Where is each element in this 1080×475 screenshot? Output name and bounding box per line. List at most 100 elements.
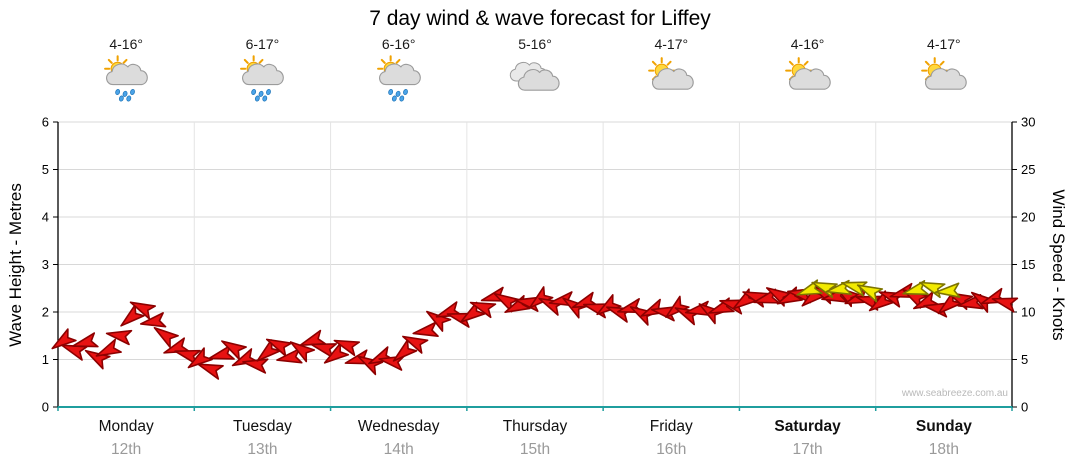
chart-title: 7 day wind & wave forecast for Liffey — [369, 7, 711, 30]
sun-cloud-rain-icon — [240, 55, 285, 102]
wind-arrow — [289, 341, 316, 363]
wind-arrow — [402, 335, 429, 354]
wind-arrow — [493, 292, 520, 313]
sun-cloud-icon — [784, 57, 831, 90]
wind-arrow — [323, 342, 350, 364]
wind-arrow — [868, 290, 895, 312]
temp-range: 4-17° — [654, 36, 689, 52]
sun-cloud-rain-icon — [104, 55, 148, 102]
wind-arrow — [197, 363, 224, 380]
y-tick-label-right: 20 — [1021, 210, 1035, 225]
gust-arrow — [856, 284, 884, 303]
temp-range: 4-17° — [927, 36, 961, 52]
y-tick-label-right: 5 — [1021, 352, 1028, 367]
forecast-day-thursday: 5-16° — [470, 36, 600, 105]
temp-range: 4-16° — [790, 36, 825, 52]
day-label: Sunday — [916, 418, 972, 435]
date-label: 14th — [384, 441, 414, 458]
date-label: 12th — [111, 441, 141, 458]
wind-arrow — [991, 297, 1019, 313]
watermark: www.seabreeze.com.au — [901, 388, 1008, 399]
date-label: 15th — [520, 441, 550, 458]
forecast-day-friday: 4-17° — [606, 36, 736, 105]
forecast-day-saturday: 4-16° — [743, 36, 873, 105]
wind-arrow — [187, 347, 213, 369]
y-tick-label-left: 6 — [42, 115, 49, 130]
wind-arrow — [95, 338, 122, 357]
wind-arrow — [937, 291, 963, 315]
day-label: Tuesday — [233, 418, 292, 435]
wind-arrow — [265, 338, 293, 357]
y-tick-label-right: 30 — [1021, 115, 1035, 130]
forecast-day-tuesday: 6-17° — [197, 36, 327, 105]
cloud-icon — [652, 68, 695, 90]
date-label: 17th — [792, 441, 822, 458]
day-label: Saturday — [774, 418, 841, 435]
day-label: Thursday — [503, 418, 568, 435]
day-label: Friday — [650, 418, 693, 435]
temp-range: 4-16° — [109, 36, 143, 52]
day-label: Wednesday — [358, 418, 440, 435]
temp-range: 5-16° — [518, 36, 552, 52]
y-tick-label-right: 0 — [1021, 400, 1028, 415]
y-tick-label-left: 0 — [42, 400, 49, 415]
wind-arrow — [72, 332, 99, 348]
weather-icon-wrap — [470, 53, 600, 105]
gust-arrow — [934, 282, 961, 299]
temp-range: 6-17° — [245, 36, 280, 52]
wind-arrow — [208, 344, 235, 360]
forecast-day-wednesday: 6-16° — [334, 36, 464, 105]
cloud-icon — [788, 68, 831, 90]
weather-icon-wrap — [197, 53, 327, 105]
wind-arrow — [469, 301, 497, 319]
wind-arrow — [947, 291, 974, 311]
wind-arrow — [310, 343, 338, 359]
right-axis-label: Wind Speed - Knots — [1049, 189, 1068, 341]
cloud-icon — [517, 69, 560, 91]
y-tick-label-right: 25 — [1021, 162, 1035, 177]
wind-arrow — [51, 328, 77, 350]
wind-arrow — [221, 340, 247, 360]
y-tick-label-left: 5 — [42, 162, 49, 177]
forecast-day-sunday: 4-17° — [879, 36, 1009, 105]
forecast-day-monday: 4-16° — [61, 36, 191, 105]
wind-arrow — [153, 326, 179, 349]
wind-arrow — [139, 312, 167, 328]
rain-drops-icon — [115, 88, 136, 102]
cloud-icon — [378, 63, 421, 86]
gust-arrow — [811, 281, 838, 299]
rain-drops-icon — [387, 88, 408, 102]
y-tick-label-left: 4 — [42, 210, 49, 225]
sun-cloud-rain-icon — [376, 55, 421, 102]
weather-icon-wrap — [606, 53, 736, 105]
wind-arrow — [120, 304, 145, 327]
rain-drops-icon — [251, 88, 272, 102]
wind-arrow — [765, 287, 792, 307]
wind-arrow — [105, 329, 133, 346]
cloud-icon — [924, 68, 967, 90]
weather-icon-wrap — [879, 53, 1009, 105]
sun-cloud-icon — [648, 57, 695, 90]
left-axis-label: Wave Height - Metres — [6, 183, 25, 347]
wind-arrow — [732, 288, 758, 310]
y-tick-label-right: 10 — [1021, 305, 1035, 320]
wind-arrow — [392, 339, 418, 362]
temp-range: 6-16° — [381, 36, 416, 52]
y-tick-label-left: 2 — [42, 305, 49, 320]
weather-icon-wrap — [334, 53, 464, 105]
date-label: 18th — [929, 441, 959, 458]
wind-arrow — [333, 339, 361, 357]
date-label: 13th — [247, 441, 277, 458]
weather-icon-wrap — [61, 53, 191, 105]
y-tick-label-left: 3 — [42, 257, 49, 272]
day-label: Monday — [99, 418, 154, 435]
wind-arrow — [256, 339, 281, 362]
date-label: 16th — [656, 441, 686, 458]
cloud-icon — [242, 63, 285, 86]
y-tick-label-right: 15 — [1021, 257, 1035, 272]
sun-cloud-icon — [921, 57, 967, 90]
weather-icon-wrap — [743, 53, 873, 105]
wind-arrow — [276, 348, 303, 364]
